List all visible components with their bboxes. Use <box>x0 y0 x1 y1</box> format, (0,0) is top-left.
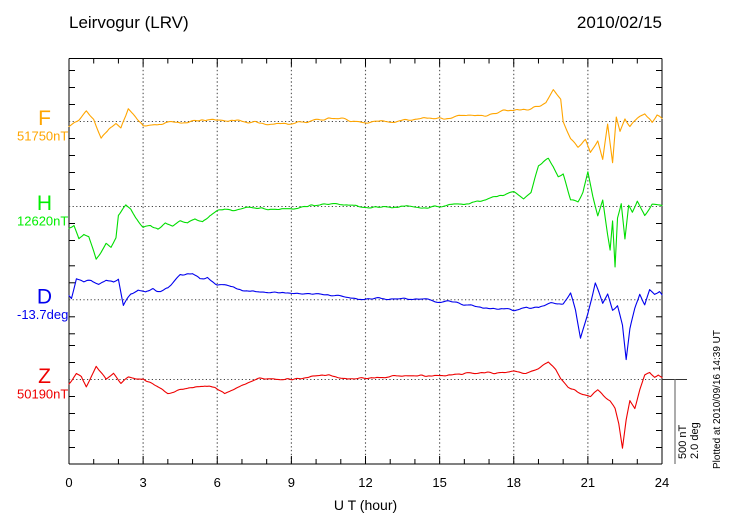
svg-text:24: 24 <box>655 475 669 490</box>
svg-text:H: H <box>37 192 52 215</box>
svg-text:Plotted at 2010/09/16 14:39 UT: Plotted at 2010/09/16 14:39 UT <box>712 330 723 469</box>
svg-text:51750nT: 51750nT <box>17 129 68 144</box>
svg-text:-13.7deg: -13.7deg <box>17 307 68 322</box>
svg-text:U T (hour): U T (hour) <box>334 497 397 513</box>
svg-text:2010/02/15: 2010/02/15 <box>577 13 662 32</box>
svg-text:6: 6 <box>214 475 221 490</box>
svg-text:500 nT: 500 nT <box>677 424 689 459</box>
svg-text:21: 21 <box>581 475 595 490</box>
svg-text:18: 18 <box>507 475 521 490</box>
svg-text:12620nT: 12620nT <box>17 214 68 229</box>
svg-text:12: 12 <box>358 475 372 490</box>
svg-text:2.0 deg: 2.0 deg <box>689 422 701 459</box>
svg-text:3: 3 <box>140 475 147 490</box>
svg-text:F: F <box>38 107 51 130</box>
svg-text:0: 0 <box>65 475 72 490</box>
svg-text:Z: Z <box>38 365 51 388</box>
svg-text:15: 15 <box>432 475 446 490</box>
svg-text:Leirvogur (LRV): Leirvogur (LRV) <box>69 13 189 32</box>
svg-text:D: D <box>37 285 52 308</box>
svg-text:9: 9 <box>288 475 295 490</box>
svg-text:50190nT: 50190nT <box>17 387 68 402</box>
